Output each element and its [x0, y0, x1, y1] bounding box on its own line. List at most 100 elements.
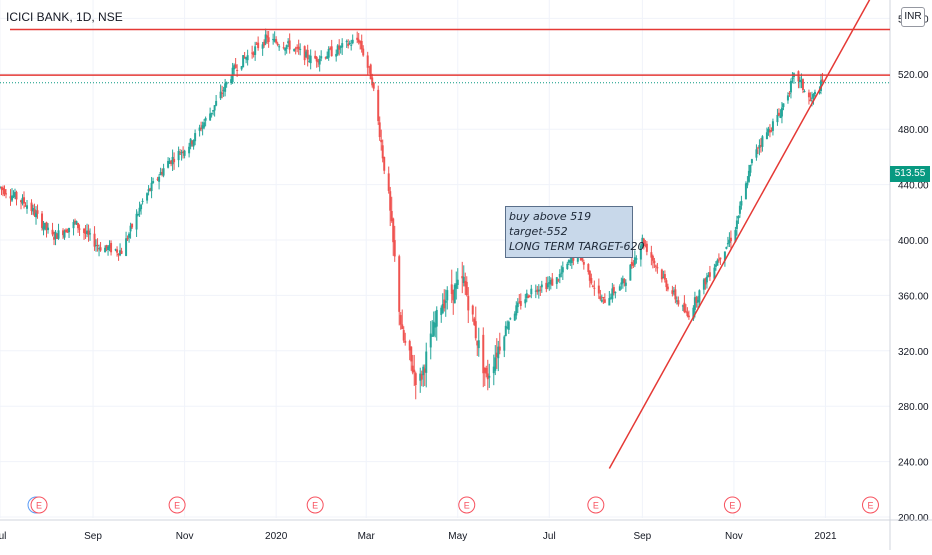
candle-body	[266, 35, 269, 38]
candle-body	[708, 272, 711, 277]
currency-button[interactable]: INR	[901, 7, 925, 27]
candle-body	[735, 220, 738, 229]
candle-body	[335, 53, 338, 57]
candle-body	[498, 346, 501, 351]
candle-body	[641, 237, 644, 247]
candle-body	[465, 281, 468, 296]
candle-body	[62, 230, 65, 236]
candle-body	[357, 39, 360, 43]
candle-body	[2, 187, 5, 191]
candle-body	[183, 150, 186, 156]
earnings-marker-icon[interactable]	[861, 496, 879, 514]
candle-body	[236, 70, 239, 72]
chart-title: ICICI BANK, 1D, NSE	[6, 10, 123, 24]
candle-body	[725, 246, 728, 249]
candle-body	[251, 52, 254, 54]
earnings-marker-icon[interactable]	[30, 496, 48, 514]
trend-line[interactable]	[608, 0, 890, 469]
candle-body	[525, 293, 528, 299]
candle-body	[539, 289, 542, 291]
earnings-marker-icon[interactable]	[723, 496, 741, 514]
trade-note[interactable]: buy above 519 target-552 LONG TERM TARGE…	[505, 206, 644, 258]
candle-body	[170, 160, 173, 164]
candle-body	[24, 205, 27, 207]
candle-body	[812, 94, 815, 98]
candle-body	[54, 231, 57, 239]
candle-body	[213, 105, 216, 111]
candle-body	[651, 255, 654, 261]
candle-body	[156, 178, 159, 180]
candle-body	[572, 255, 575, 261]
candle-body	[366, 55, 369, 68]
x-tick-label: Jul	[0, 531, 6, 542]
candle-body	[393, 240, 396, 257]
candle-body	[483, 367, 486, 373]
candle-body	[618, 286, 621, 291]
candle-body	[345, 40, 348, 43]
candle-body	[401, 324, 404, 330]
candle-body	[546, 283, 549, 288]
candle-body	[320, 56, 323, 59]
candle-body	[519, 301, 522, 306]
x-tick-label: Jul	[543, 531, 556, 542]
earnings-marker-icon[interactable]	[168, 496, 186, 514]
candle-body	[429, 333, 432, 348]
candle-body	[653, 260, 656, 264]
candle-body	[495, 352, 498, 358]
candle-body	[191, 141, 194, 145]
candle-body	[621, 278, 624, 284]
last-price-tag: 513.55	[890, 166, 930, 182]
x-tick-label: 2020	[265, 531, 288, 542]
candle-body	[341, 43, 344, 48]
candle-body	[275, 39, 278, 43]
candle-body	[728, 239, 731, 244]
candle-body	[801, 79, 804, 90]
candle-body	[654, 265, 657, 267]
candle-body	[569, 260, 572, 263]
candle-body	[567, 260, 570, 263]
candle-body	[89, 233, 92, 235]
candle-body	[131, 223, 134, 228]
candle-body	[329, 48, 332, 50]
candle-body	[0, 187, 3, 189]
annotation-lines[interactable]	[0, 0, 890, 469]
earnings-marker-icon[interactable]	[458, 496, 476, 514]
candle-body	[282, 47, 285, 49]
candle-body	[273, 38, 276, 42]
candle-body	[734, 230, 737, 242]
candle-body	[819, 80, 822, 91]
x-tick-label: 2021	[814, 531, 837, 542]
candle-body	[45, 222, 48, 230]
earnings-marker-icon[interactable]	[587, 496, 605, 514]
candle-body	[545, 282, 548, 290]
candle-body	[800, 80, 803, 82]
candle-body	[314, 55, 317, 59]
candle-body	[809, 99, 812, 102]
candle-body	[590, 278, 593, 284]
candle-body	[114, 249, 117, 251]
candle-body	[453, 284, 456, 304]
candle-body	[821, 79, 824, 82]
earnings-marker-label: E	[867, 501, 873, 511]
candle-body	[350, 44, 353, 46]
candle-body	[35, 212, 38, 218]
candle-body	[267, 37, 270, 43]
candle-body	[591, 285, 594, 287]
candle-body	[77, 222, 80, 229]
candle-body	[677, 300, 680, 305]
candle-body	[518, 301, 521, 303]
candle-body	[68, 227, 71, 233]
candle-body	[240, 66, 243, 70]
candle-body	[807, 92, 810, 98]
candle-body	[599, 296, 602, 300]
candle-body	[284, 48, 287, 51]
candle-body	[242, 55, 245, 68]
earnings-marker-icon[interactable]	[306, 496, 324, 514]
candle-body	[410, 346, 413, 362]
candle-body	[719, 257, 722, 260]
candle-body	[482, 334, 485, 374]
candle-body	[15, 191, 18, 200]
